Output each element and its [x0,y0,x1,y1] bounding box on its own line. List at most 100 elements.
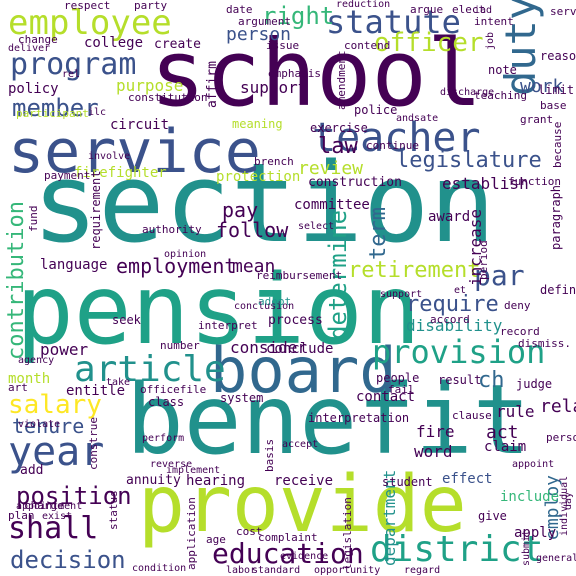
word-employee: employee [8,3,172,43]
word-purpose: purpose [116,76,184,95]
word-result: judge [516,377,553,391]
word-personnel: application [185,497,198,570]
word-intent: elect [452,3,486,16]
word-requirement: fund [27,205,40,233]
word-general: implement [166,465,221,476]
word-iad: reverse [150,459,193,470]
word-rule: apply [514,525,557,541]
word-payment: constitution [128,91,208,104]
word-officefile: class [148,395,185,409]
word-contribution: contribution [4,201,29,360]
word-review: review [298,158,364,179]
word-paragraph: because [551,121,564,168]
word-constitution: participant [16,107,89,120]
word-committee: committee [294,197,370,213]
word-salary: salary [8,390,102,420]
word-right: right [262,2,335,30]
word-respect: party [134,0,168,12]
word-position: position [16,482,132,510]
word-individual: iad [474,5,493,16]
word-legislation: accept [282,439,319,450]
word-disability: disability [406,316,503,335]
word-support: affirm [205,61,220,108]
word-rel: serve [550,5,576,18]
word-opinion: submit [521,529,532,566]
word-violate: opinion [164,249,207,260]
word-police: support [240,78,308,97]
word-exist: perform [142,433,185,444]
word-appointment: violate [18,419,61,430]
word-support-2: labor [226,565,257,576]
word-clause: interpretation [308,411,410,425]
word-class: entitle [66,383,126,399]
word-law: law [318,134,358,159]
word-argue: intent [474,15,514,28]
word-follow: follow [216,218,289,242]
word-provide: provide [138,460,467,550]
word-meaning: exercise [310,121,368,135]
word-power: mean [232,256,276,277]
word-change: create [154,37,201,52]
word-perform: reimbursement [256,269,343,282]
word-reverse: appointment [16,501,83,512]
word-reimbursement: support [380,289,423,300]
word-art: month [8,371,51,387]
word-plan: status [107,490,120,530]
word-provision: provision [372,333,546,371]
word-argument: issue [266,39,300,52]
word-protection: protection [216,169,301,185]
word-agency: conclusion [234,301,295,312]
word-policy: art [8,381,28,394]
word-create: argument [238,15,291,28]
word-discharge: ilc [88,107,107,118]
word-school: school [150,20,483,127]
word-word: claim [484,439,527,455]
word-condition: opportunity [314,565,381,576]
word-party: date [226,3,253,16]
word-claim: fire [416,422,455,441]
word-deny: define [540,283,576,297]
word-employment: employment [116,254,237,278]
word-period: continue [366,139,419,152]
word-note: limit [538,83,575,97]
word-benefit: benefit [126,364,531,476]
word-contact: job [485,31,496,50]
word-ch: ch [478,368,505,393]
word-day: personnel [546,431,576,444]
word-reason: change [18,33,58,46]
word-shall: shall [8,511,99,546]
word-tenure: tenure [12,414,85,438]
word-award: award [428,209,471,225]
word-retirement: retirement [348,258,481,283]
word-effect: word [414,442,453,461]
word-adopt: process [268,313,323,328]
word-fund: payment [44,169,91,182]
word-article: article [74,349,226,390]
word-brench: number [160,339,200,352]
word-affirm: circuit [110,117,170,133]
word-andsate: deliver [8,43,51,54]
word-decision: decision [10,546,126,574]
word-month: officefile [140,383,207,396]
word-judge: rule [496,402,535,421]
word-pay: pay [222,198,259,222]
word-fire: act [486,422,519,443]
word-officer: officer [374,28,484,58]
word-system: people [376,371,420,385]
word-complaint: basis [263,438,276,472]
word-reduction: respect [64,0,111,12]
word-exercise: police [354,103,398,117]
word-grant: base [540,99,567,112]
word-relate: adopt [258,295,292,308]
word-year: year [8,429,105,475]
word-date: argue [410,3,444,16]
word-contend: emphasis [268,67,321,80]
word-consider: conclude [266,341,334,357]
word-college: college [84,35,144,51]
word-program: program [10,47,137,82]
word-e: et [454,285,467,296]
word-people: result [438,373,482,387]
word-conclusion: individual [559,475,570,536]
word-record: dismiss. [518,337,571,350]
